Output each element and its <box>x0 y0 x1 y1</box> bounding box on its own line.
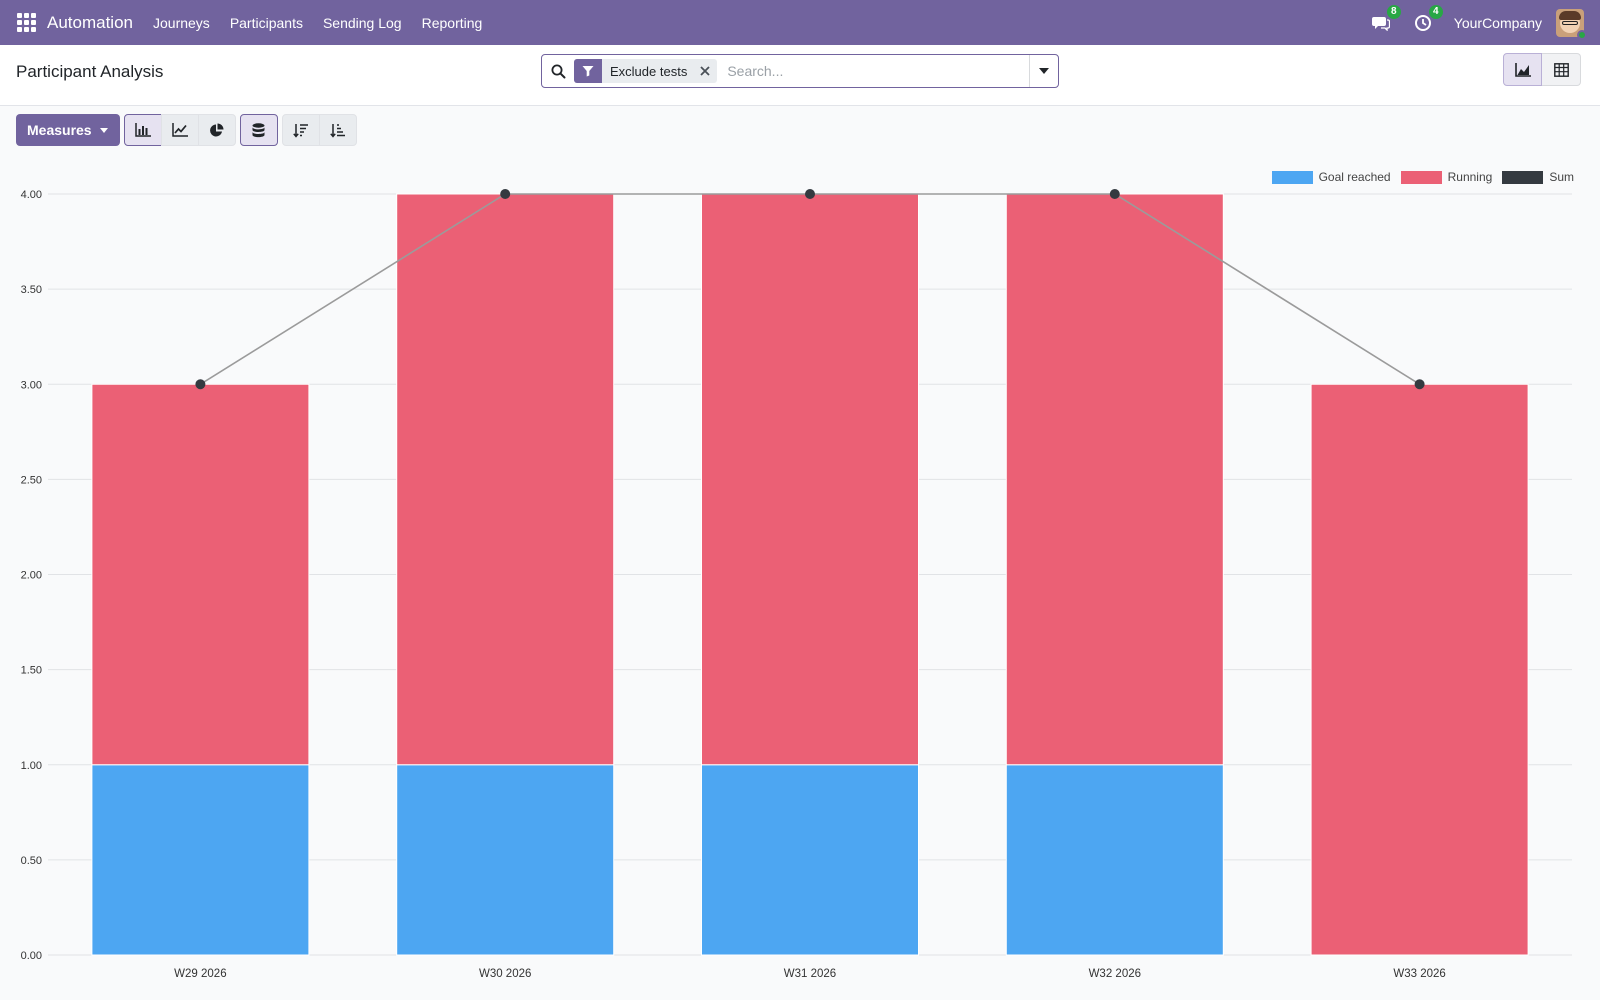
measures-label: Measures <box>27 122 92 138</box>
view-switcher <box>1503 53 1581 86</box>
graph-view-button[interactable] <box>1503 53 1542 86</box>
y-tick-label: 0.50 <box>21 855 42 867</box>
chart-type-group <box>123 114 236 146</box>
nav-item-sending-log[interactable]: Sending Log <box>322 14 402 31</box>
y-tick-label: 2.00 <box>21 570 42 582</box>
legend-swatch <box>1400 170 1442 184</box>
bar-chart-button[interactable] <box>123 114 162 146</box>
facet-remove-icon[interactable] <box>697 66 717 76</box>
apps-menu-button[interactable] <box>0 0 52 45</box>
y-tick-label: 2.50 <box>21 474 42 486</box>
sort-descending-icon <box>292 123 308 138</box>
pie-chart-icon <box>210 123 224 136</box>
legend-item-goal-reached[interactable]: Goal reached <box>1271 170 1391 184</box>
apps-grid-icon <box>16 13 36 32</box>
y-tick-label: 0.00 <box>21 950 42 962</box>
line-chart-button[interactable] <box>160 114 199 146</box>
sort-ascending-icon <box>329 123 345 138</box>
sum-point[interactable] <box>1109 189 1120 199</box>
graph-toolbar: Measures <box>16 114 361 146</box>
top-navbar: Automation Journeys Participants Sending… <box>0 0 1600 45</box>
database-icon <box>252 122 265 137</box>
sort-descending-button[interactable] <box>281 114 320 146</box>
y-tick-label: 1.50 <box>21 665 42 677</box>
x-tick-label: W29 2026 <box>174 968 226 980</box>
sort-ascending-button[interactable] <box>318 114 357 146</box>
bar-running[interactable] <box>1310 383 1529 956</box>
facet-label: Exclude tests <box>610 63 688 79</box>
legend-label: Running <box>1447 170 1493 184</box>
bar-running[interactable] <box>91 383 310 766</box>
legend-label: Sum <box>1549 170 1574 184</box>
messages-badge: 8 <box>1386 4 1401 19</box>
activities-button[interactable]: 4 <box>1412 4 1443 34</box>
bar-goal-reached[interactable] <box>1005 764 1224 956</box>
x-tick-label: W31 2026 <box>784 968 836 980</box>
legend-label: Goal reached <box>1318 170 1391 184</box>
sort-group <box>281 114 357 146</box>
pivot-view-button[interactable] <box>1542 53 1581 86</box>
nav-item-participants[interactable]: Participants <box>229 14 303 31</box>
sum-point[interactable] <box>805 189 815 199</box>
chart-area: 0.00 0.50 1.00 1.50 2.00 2.50 3.00 3.50 4.00 W29 … <box>0 156 1600 1000</box>
nav-item-reporting[interactable]: Reporting <box>421 14 483 31</box>
control-panel: Participant Analysis Exclude tests <box>0 45 1600 106</box>
x-tick-label: W32 2026 <box>1089 968 1141 980</box>
search-icon[interactable] <box>542 64 574 79</box>
search-options-toggle[interactable] <box>1029 55 1058 87</box>
legend-swatch <box>1271 170 1313 184</box>
chat-icon <box>1371 16 1390 31</box>
search-input[interactable] <box>723 56 1029 86</box>
filter-facet: Exclude tests <box>574 59 718 83</box>
bar-goal-reached[interactable] <box>396 764 615 956</box>
y-tick-label: 3.00 <box>21 379 42 391</box>
company-switcher[interactable]: YourCompany <box>1453 14 1542 31</box>
page-title: Participant Analysis <box>16 62 164 81</box>
stack-group <box>239 114 278 146</box>
activities-badge: 4 <box>1428 4 1443 19</box>
search-bar: Exclude tests <box>541 54 1059 88</box>
y-tick-label: 3.50 <box>21 284 42 296</box>
measures-button[interactable]: Measures <box>16 114 120 146</box>
app-brand[interactable]: Automation <box>47 12 133 32</box>
y-tick-label: 1.00 <box>21 760 42 772</box>
x-tick-label: W30 2026 <box>479 968 531 980</box>
pie-chart-button[interactable] <box>197 114 236 146</box>
table-icon <box>1553 62 1569 77</box>
stacked-toggle-button[interactable] <box>239 114 278 146</box>
bar-running[interactable] <box>1005 193 1224 766</box>
legend-item-running[interactable]: Running <box>1400 170 1493 184</box>
x-tick-label: W33 2026 <box>1393 968 1445 980</box>
online-status-icon <box>1577 29 1587 40</box>
user-avatar[interactable] <box>1556 8 1587 40</box>
clock-icon <box>1414 14 1431 31</box>
filter-icon <box>574 59 602 83</box>
legend-swatch <box>1502 170 1544 184</box>
sum-point[interactable] <box>1414 379 1425 390</box>
y-tick-label: 4.00 <box>21 189 42 201</box>
bar-goal-reached[interactable] <box>701 764 919 956</box>
bar-running[interactable] <box>701 193 919 766</box>
bar-chart-icon <box>134 123 151 137</box>
stacked-bar-chart: 0.00 0.50 1.00 1.50 2.00 2.50 3.00 3.50 4.00 W29 … <box>21 189 1572 980</box>
caret-down-icon <box>99 127 108 133</box>
bar-running[interactable] <box>396 193 615 766</box>
sum-point[interactable] <box>500 189 511 199</box>
legend-item-sum[interactable]: Sum <box>1502 170 1574 184</box>
chart-legend: Goal reached Running Sum <box>1262 170 1574 184</box>
messages-button[interactable]: 8 <box>1370 4 1401 34</box>
nav-item-journeys[interactable]: Journeys <box>153 14 210 31</box>
navbar-systray: 8 4 YourCompany <box>1370 0 1600 45</box>
area-chart-icon <box>1514 62 1531 77</box>
caret-down-icon <box>1039 68 1049 74</box>
bar-goal-reached[interactable] <box>91 764 310 956</box>
sum-point[interactable] <box>195 379 206 390</box>
line-chart-icon <box>171 123 188 137</box>
